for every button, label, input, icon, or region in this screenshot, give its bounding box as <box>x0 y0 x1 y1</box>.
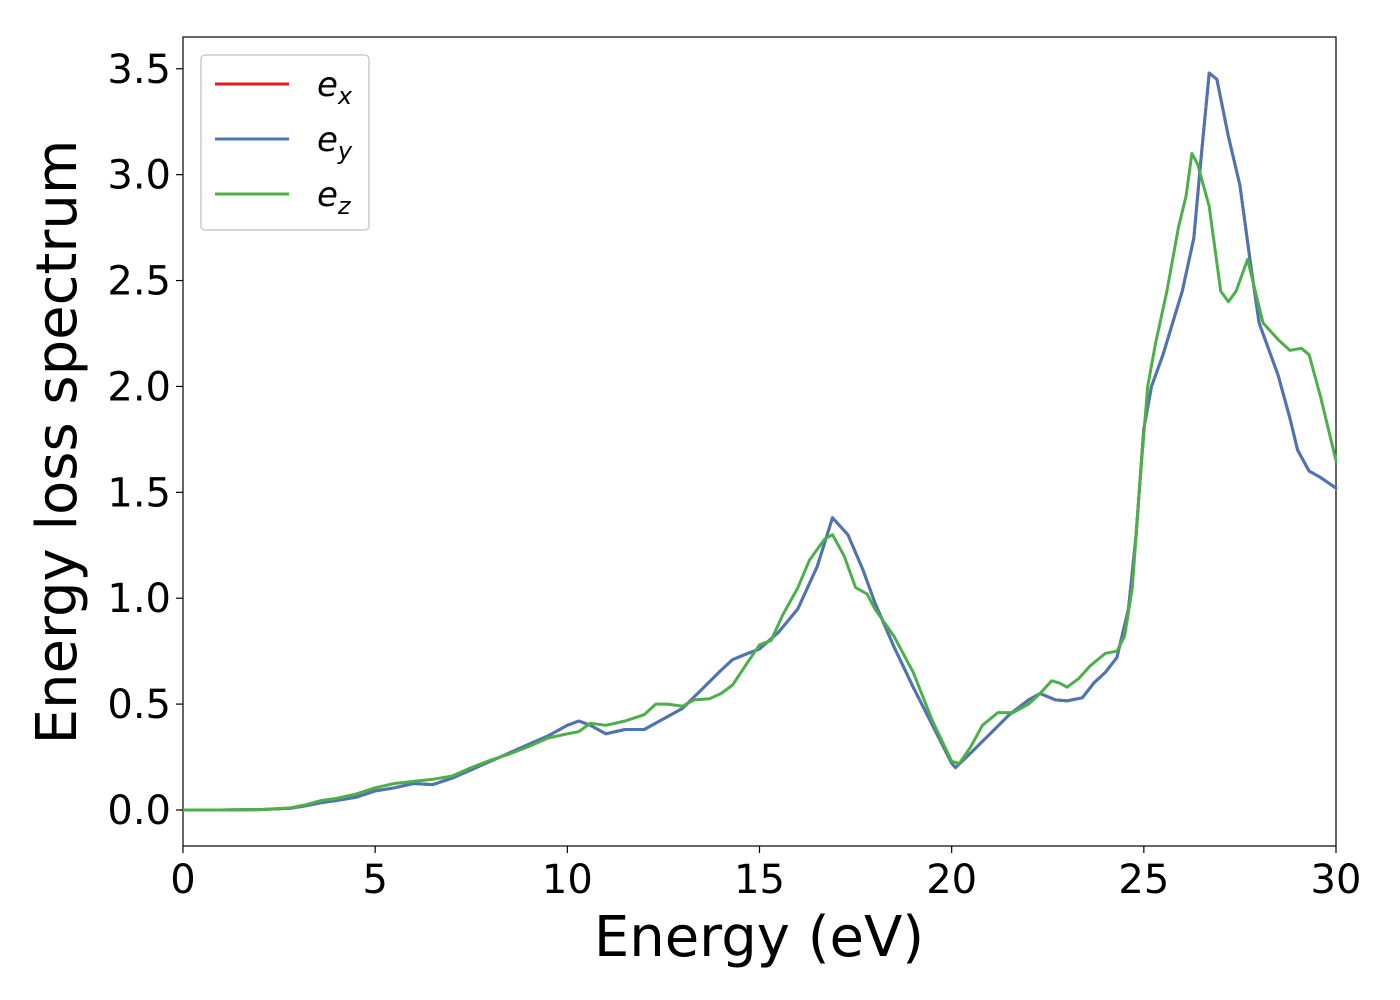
y-tick-label: 3.5 <box>107 47 171 93</box>
series-layer <box>181 71 1338 812</box>
x-axis-title: Energy (eV) <box>594 905 924 970</box>
x-tick-label: 25 <box>1118 857 1169 903</box>
y-tick-label: 3.0 <box>107 153 171 199</box>
y-tick-label: 2.0 <box>107 364 171 410</box>
legend-label-ez: ez <box>317 175 352 220</box>
x-tick-label: 20 <box>926 857 977 903</box>
y-tick-label: 2.5 <box>107 259 171 305</box>
y-tick-label: 0.0 <box>107 788 171 834</box>
y-tick-label: 1.0 <box>107 576 171 622</box>
y-tick-label: 0.5 <box>107 682 171 728</box>
x-tick-label: 15 <box>734 857 785 903</box>
series-line-ey <box>181 71 1338 812</box>
x-tick-label: 30 <box>1311 857 1362 903</box>
y-tick-label: 1.5 <box>107 470 171 516</box>
x-tick-label: 5 <box>362 857 387 903</box>
legend-frame <box>200 54 370 231</box>
x-axis-ticks: 0 5 10 15 20 25 30 <box>170 846 1361 903</box>
y-axis-ticks: 0.0 0.5 1.0 1.5 2.0 2.5 3.0 3.5 <box>107 47 183 834</box>
x-tick-label: 10 <box>542 857 593 903</box>
x-tick-label: 0 <box>170 857 195 903</box>
y-axis-title: Energy loss spectrum <box>25 140 90 745</box>
series-line-ez <box>181 152 1338 812</box>
